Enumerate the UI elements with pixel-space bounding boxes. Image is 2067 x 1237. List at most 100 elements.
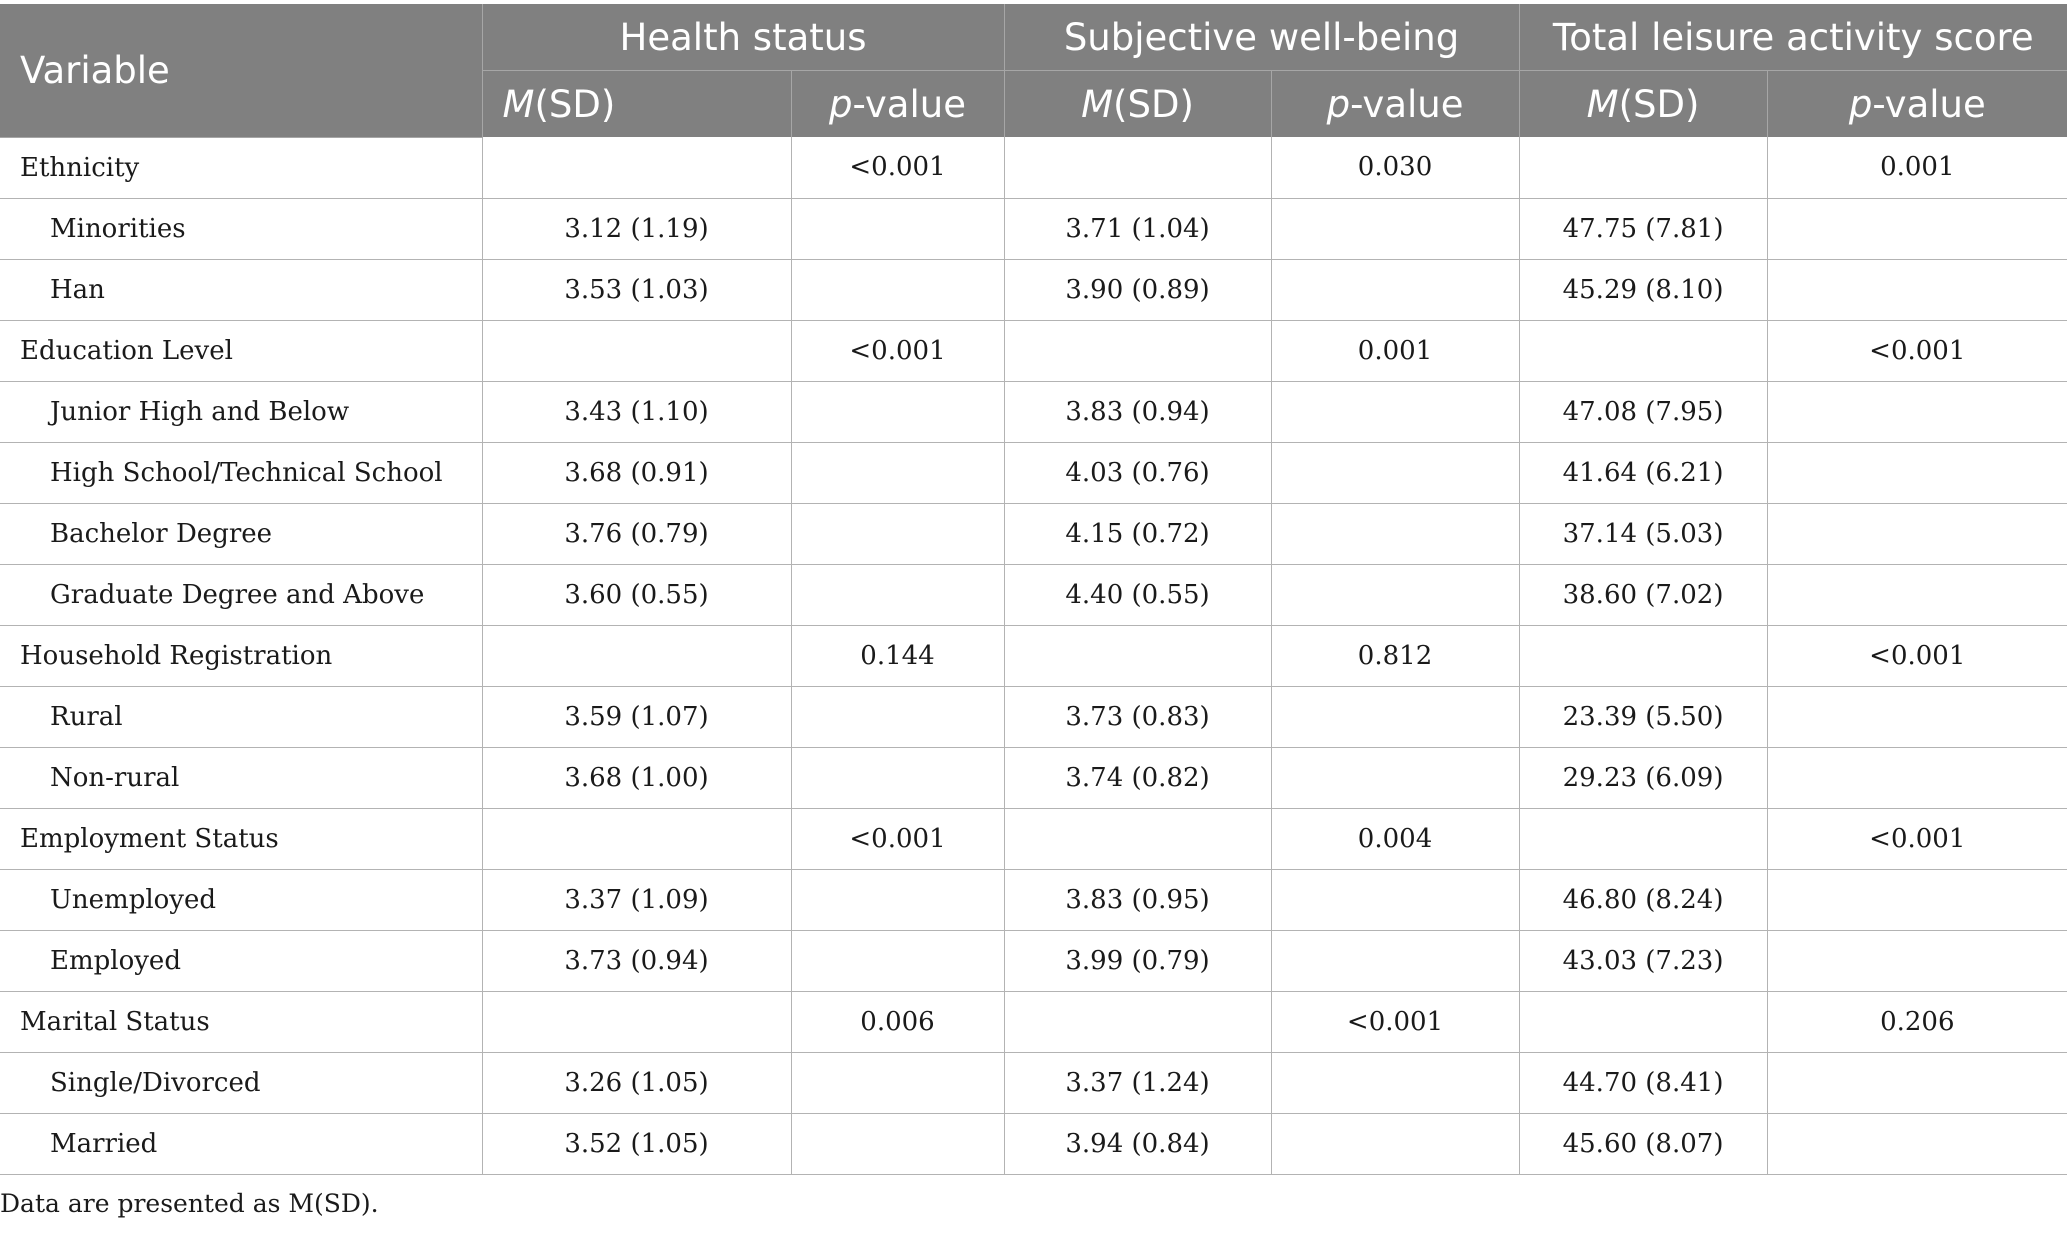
table-footnote: Data are presented as M(SD). <box>0 1188 379 1218</box>
table-row: Employed 3.73 (0.94) 3.99 (0.79) 43.03 (… <box>0 930 2067 992</box>
row-label: Unemployed <box>0 869 482 931</box>
cell: 3.71 (1.04) <box>1003 198 1272 260</box>
cell <box>1270 259 1520 321</box>
cell: 4.40 (0.55) <box>1003 564 1272 626</box>
header-health-status: Health status <box>481 4 1005 71</box>
cell <box>1766 442 2067 504</box>
cell <box>481 320 791 382</box>
cell <box>1766 869 2067 931</box>
cell: 3.60 (0.55) <box>481 564 791 626</box>
cell <box>1003 991 1272 1053</box>
row-label: Employed <box>0 930 482 992</box>
cell: <0.001 <box>1766 320 2067 382</box>
header-subjective-well-being: Subjective well-being <box>1003 4 1520 71</box>
cell <box>1270 1052 1520 1114</box>
cell <box>1766 198 2067 260</box>
cell <box>1518 137 1768 199</box>
cell <box>1270 381 1520 443</box>
cell <box>1766 747 2067 809</box>
table-row-group: Ethnicity <0.001 0.030 0.001 <box>0 137 2067 199</box>
table-row-group: Marital Status 0.006 <0.001 0.206 <box>0 991 2067 1053</box>
cell: 3.68 (0.91) <box>481 442 791 504</box>
cell: <0.001 <box>1766 625 2067 687</box>
cell <box>790 503 1005 565</box>
cell: 45.29 (8.10) <box>1518 259 1768 321</box>
cell: <0.001 <box>790 808 1005 870</box>
cell <box>1270 747 1520 809</box>
row-label: Employment Status <box>0 808 482 870</box>
cell <box>1766 381 2067 443</box>
table-row: Bachelor Degree 3.76 (0.79) 4.15 (0.72) … <box>0 503 2067 565</box>
cell <box>790 198 1005 260</box>
table-row: Junior High and Below 3.43 (1.10) 3.83 (… <box>0 381 2067 443</box>
header-variable: Variable <box>0 4 482 138</box>
cell: 0.001 <box>1270 320 1520 382</box>
cell <box>1766 686 2067 748</box>
cell <box>790 442 1005 504</box>
table-row-group: Employment Status <0.001 0.004 <0.001 <box>0 808 2067 870</box>
cell: 3.76 (0.79) <box>481 503 791 565</box>
cell <box>1766 259 2067 321</box>
cell <box>1518 808 1768 870</box>
table-container: Variable Health status Subjective well-b… <box>0 4 2067 1218</box>
cell <box>1270 686 1520 748</box>
header-row-groups: Variable Health status Subjective well-b… <box>0 4 2067 138</box>
cell: <0.001 <box>1766 808 2067 870</box>
cell: 3.99 (0.79) <box>1003 930 1272 992</box>
cell: <0.001 <box>1270 991 1520 1053</box>
cell <box>1003 137 1272 199</box>
cell <box>1003 625 1272 687</box>
row-label: Marital Status <box>0 991 482 1053</box>
cell: 0.004 <box>1270 808 1520 870</box>
data-table: Variable Health status Subjective well-b… <box>0 4 2067 1175</box>
cell <box>1003 808 1272 870</box>
cell <box>1766 1113 2067 1175</box>
row-label: Graduate Degree and Above <box>0 564 482 626</box>
row-label: Ethnicity <box>0 137 482 199</box>
table-row: Single/Divorced 3.26 (1.05) 3.37 (1.24) … <box>0 1052 2067 1114</box>
cell: 43.03 (7.23) <box>1518 930 1768 992</box>
header-pvalue: p-value <box>790 70 1005 137</box>
row-label: Household Registration <box>0 625 482 687</box>
cell <box>1270 564 1520 626</box>
header-msd: M(SD) <box>1518 70 1768 137</box>
cell: 3.37 (1.09) <box>481 869 791 931</box>
cell: 47.75 (7.81) <box>1518 198 1768 260</box>
cell: 3.83 (0.94) <box>1003 381 1272 443</box>
cell: 3.74 (0.82) <box>1003 747 1272 809</box>
cell <box>790 747 1005 809</box>
row-label: Education Level <box>0 320 482 382</box>
table-row: Married 3.52 (1.05) 3.94 (0.84) 45.60 (8… <box>0 1113 2067 1175</box>
row-label: Bachelor Degree <box>0 503 482 565</box>
cell <box>1270 503 1520 565</box>
cell: 47.08 (7.95) <box>1518 381 1768 443</box>
cell: 3.43 (1.10) <box>481 381 791 443</box>
header-pvalue: p-value <box>1766 70 2067 137</box>
cell <box>1270 198 1520 260</box>
cell: 0.812 <box>1270 625 1520 687</box>
cell: 3.53 (1.03) <box>481 259 791 321</box>
header-pvalue: p-value <box>1270 70 1520 137</box>
cell: 0.144 <box>790 625 1005 687</box>
table-row: Graduate Degree and Above 3.60 (0.55) 4.… <box>0 564 2067 626</box>
row-label: Han <box>0 259 482 321</box>
cell: 3.26 (1.05) <box>481 1052 791 1114</box>
cell: 45.60 (8.07) <box>1518 1113 1768 1175</box>
cell: <0.001 <box>790 137 1005 199</box>
cell: 3.90 (0.89) <box>1003 259 1272 321</box>
table-row: Minorities 3.12 (1.19) 3.71 (1.04) 47.75… <box>0 198 2067 260</box>
cell: 29.23 (6.09) <box>1518 747 1768 809</box>
row-label: Single/Divorced <box>0 1052 482 1114</box>
row-label: Minorities <box>0 198 482 260</box>
cell <box>1766 503 2067 565</box>
cell <box>481 991 791 1053</box>
header-msd: M(SD) <box>481 70 791 137</box>
cell <box>790 1052 1005 1114</box>
cell: 41.64 (6.21) <box>1518 442 1768 504</box>
cell: 46.80 (8.24) <box>1518 869 1768 931</box>
table-row: Non-rural 3.68 (1.00) 3.74 (0.82) 29.23 … <box>0 747 2067 809</box>
cell: 3.94 (0.84) <box>1003 1113 1272 1175</box>
cell: 0.006 <box>790 991 1005 1053</box>
cell: 3.59 (1.07) <box>481 686 791 748</box>
cell: 3.37 (1.24) <box>1003 1052 1272 1114</box>
